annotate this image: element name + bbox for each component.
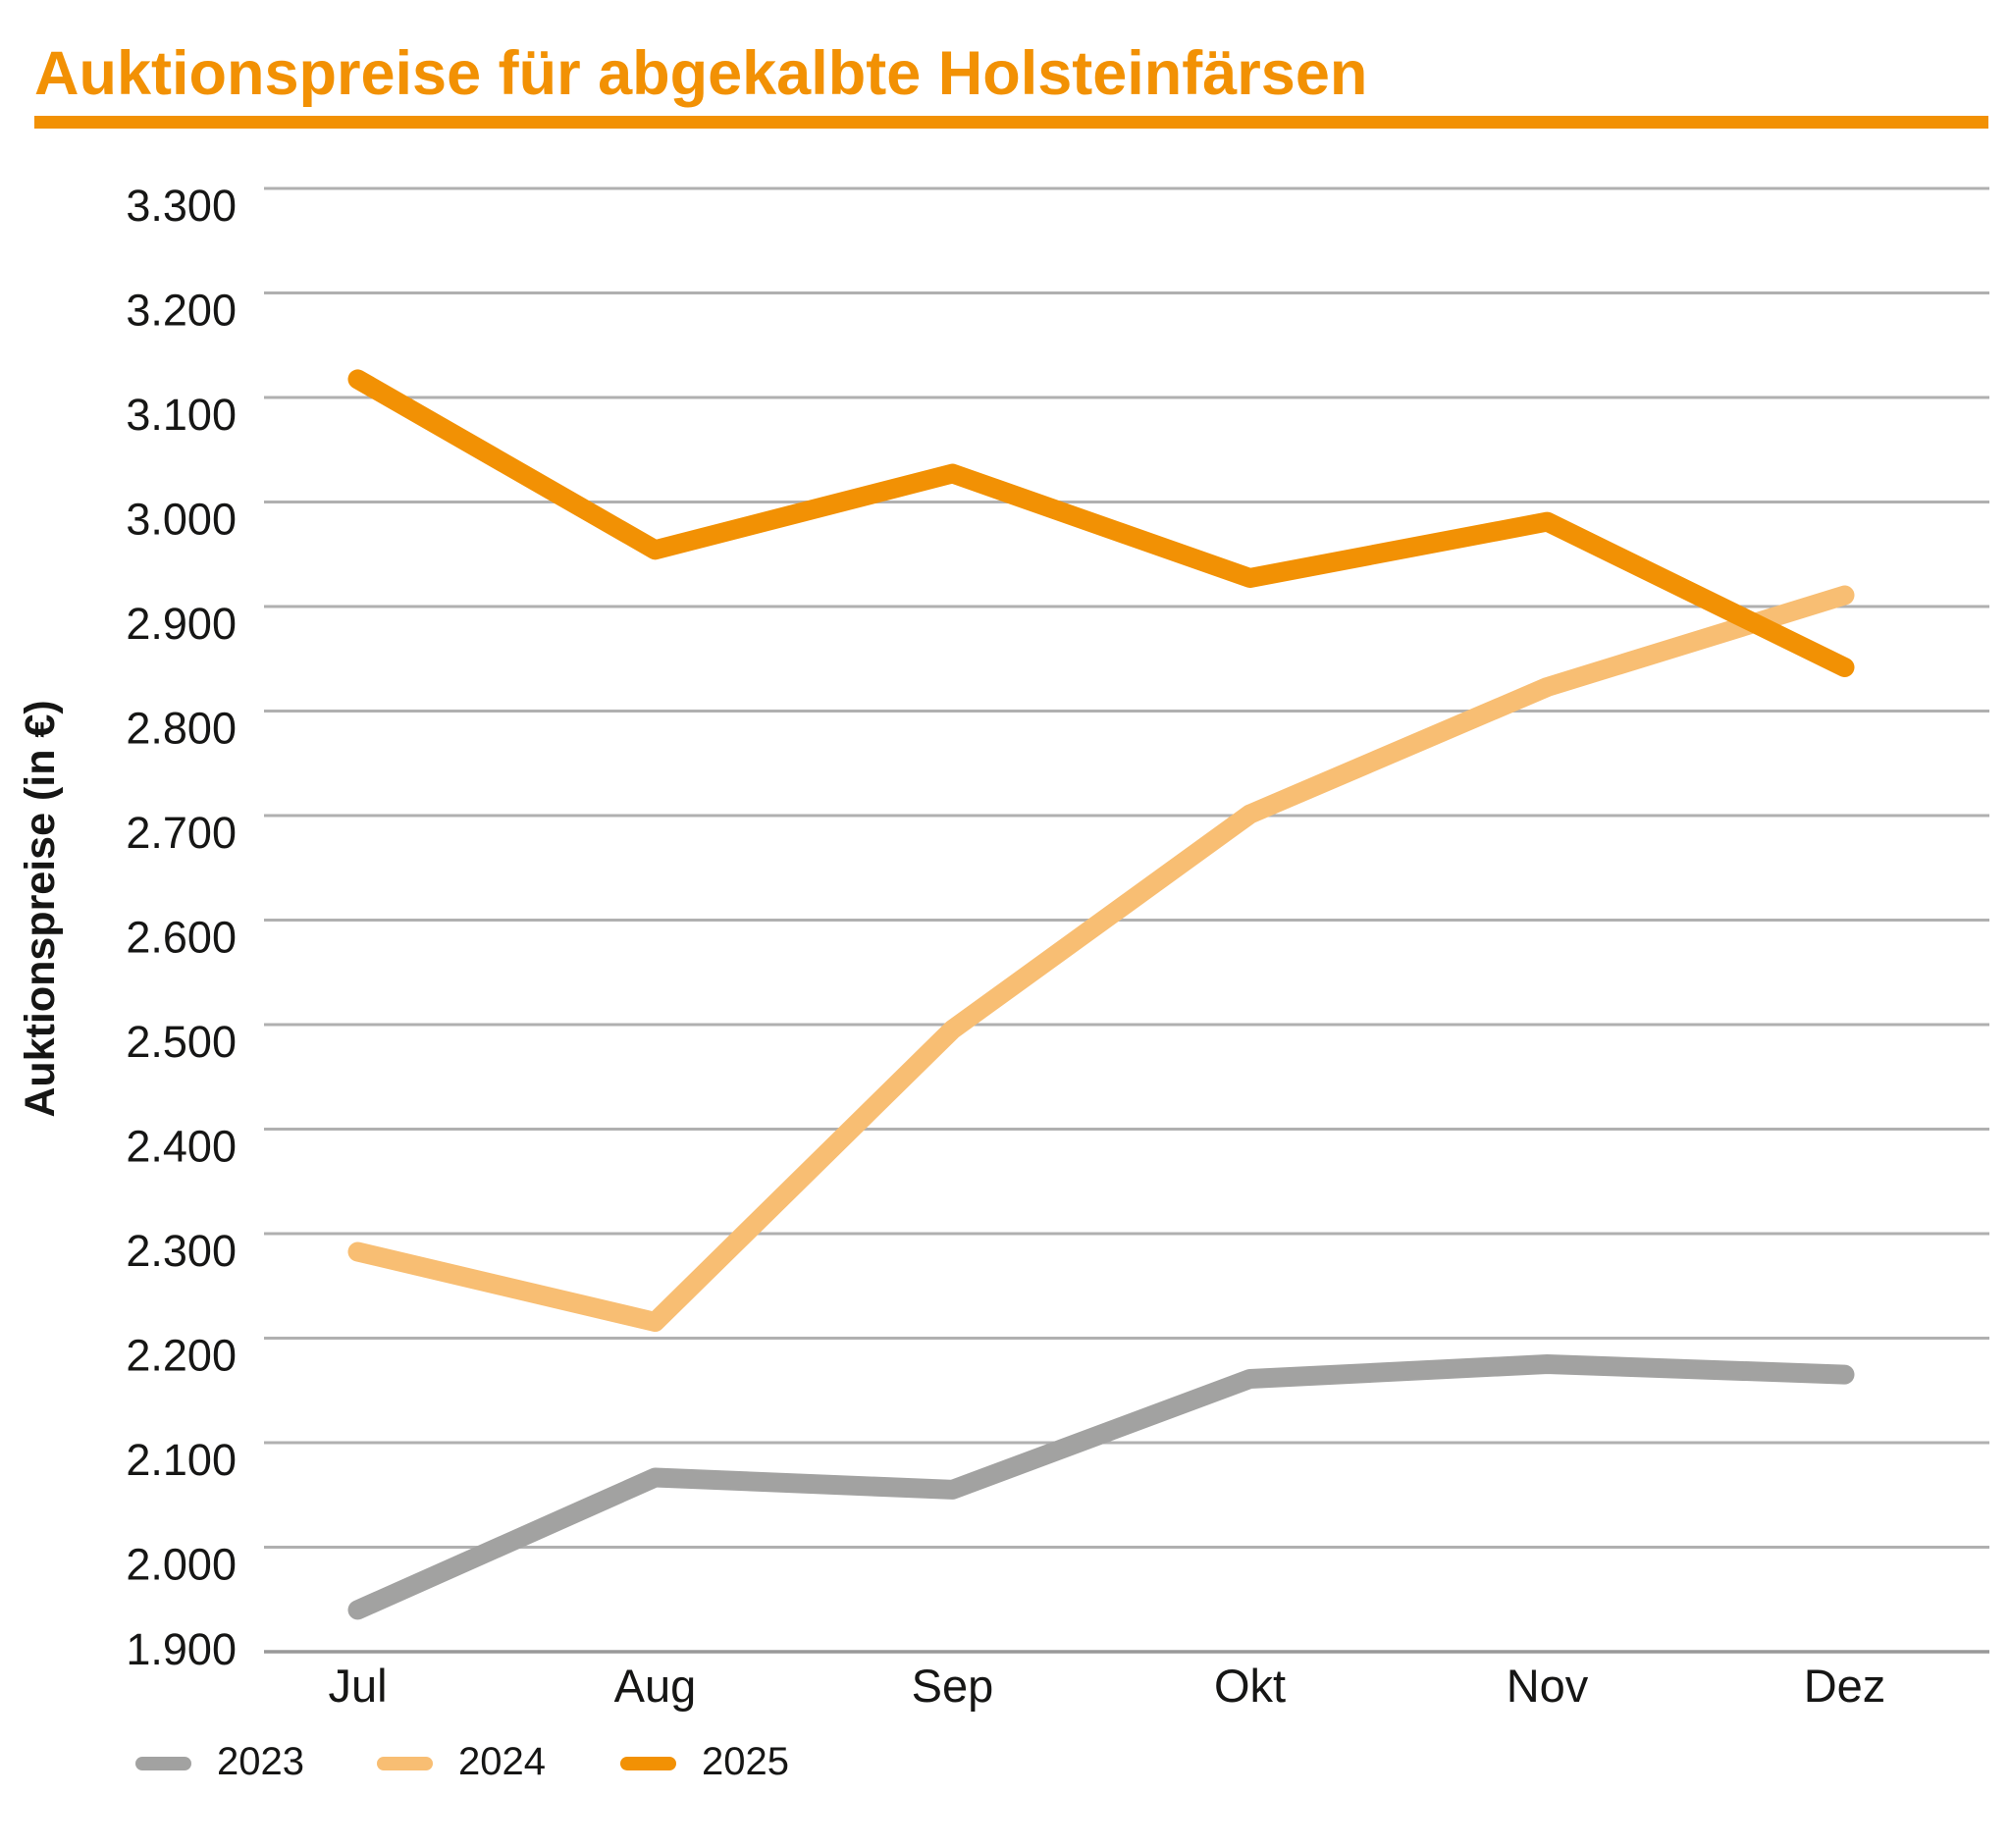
svg-text:Aug: Aug bbox=[614, 1660, 697, 1712]
svg-text:Dez: Dez bbox=[1804, 1660, 1886, 1712]
svg-text:1.900: 1.900 bbox=[126, 1624, 237, 1674]
svg-text:3.000: 3.000 bbox=[126, 495, 237, 545]
svg-text:2.200: 2.200 bbox=[126, 1331, 237, 1381]
svg-text:2025: 2025 bbox=[702, 1740, 789, 1783]
svg-text:2.600: 2.600 bbox=[126, 913, 237, 963]
svg-text:Auktionspreise für abgekalbte: Auktionspreise für abgekalbte Holsteinfä… bbox=[34, 39, 1367, 108]
svg-text:Sep: Sep bbox=[912, 1660, 994, 1712]
svg-text:2.000: 2.000 bbox=[126, 1540, 237, 1590]
svg-text:3.200: 3.200 bbox=[126, 286, 237, 336]
svg-text:2023: 2023 bbox=[217, 1740, 304, 1783]
svg-text:Auktionspreise (in €): Auktionspreise (in €) bbox=[17, 700, 64, 1117]
svg-text:Nov: Nov bbox=[1507, 1660, 1589, 1712]
svg-text:Jul: Jul bbox=[328, 1660, 387, 1712]
svg-text:2.300: 2.300 bbox=[126, 1226, 237, 1276]
svg-text:2.100: 2.100 bbox=[126, 1435, 237, 1485]
svg-text:3.100: 3.100 bbox=[126, 390, 237, 440]
svg-text:Okt: Okt bbox=[1214, 1660, 1286, 1712]
svg-text:2.800: 2.800 bbox=[126, 704, 237, 754]
svg-text:2.900: 2.900 bbox=[126, 599, 237, 649]
svg-text:2.400: 2.400 bbox=[126, 1122, 237, 1172]
svg-text:3.300: 3.300 bbox=[126, 181, 237, 231]
svg-text:2.500: 2.500 bbox=[126, 1017, 237, 1067]
svg-text:2.700: 2.700 bbox=[126, 808, 237, 858]
svg-text:2024: 2024 bbox=[458, 1740, 546, 1783]
